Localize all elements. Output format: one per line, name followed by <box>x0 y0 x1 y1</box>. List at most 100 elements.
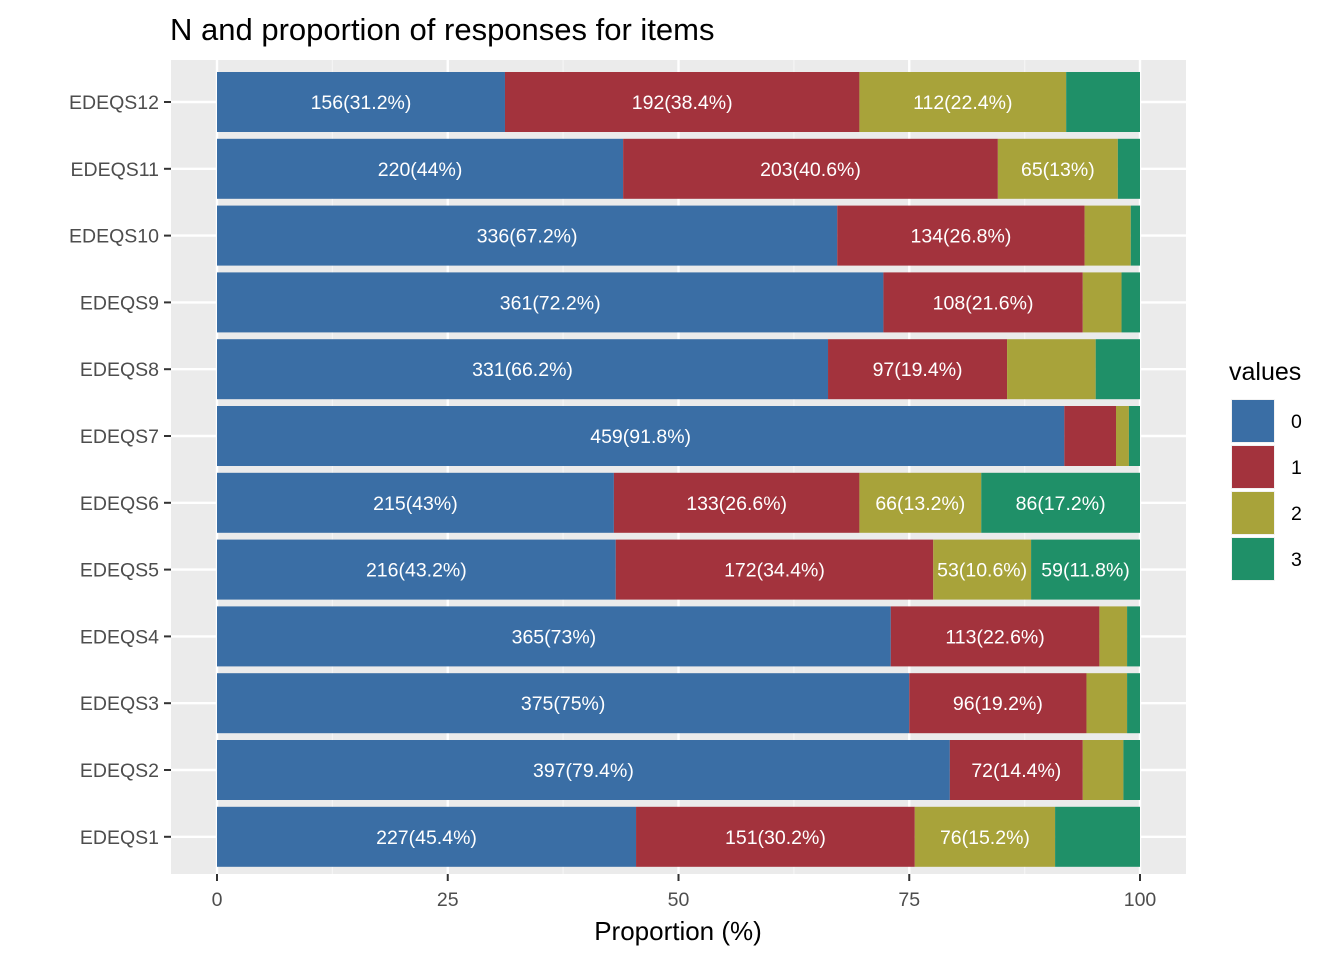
legend-key-swatch <box>1232 538 1274 580</box>
y-tick-label: EDEQS6 <box>80 493 159 515</box>
data-label: 72(14.4%) <box>971 760 1061 782</box>
bar-segment <box>615 539 934 600</box>
bar-segment <box>1121 272 1140 333</box>
bar-segment <box>890 606 1100 667</box>
bar-segment <box>1082 272 1122 333</box>
data-label: 397(79.4%) <box>533 760 634 782</box>
bar-segment <box>217 339 829 400</box>
chart-title: N and proportion of responses for items <box>170 12 715 47</box>
data-label: 215(43%) <box>373 493 458 515</box>
data-label: 66(13.2%) <box>875 493 965 515</box>
legend: values 0 1 2 3 <box>1229 358 1302 581</box>
data-label: 203(40.6%) <box>760 159 861 181</box>
legend-key-swatch <box>1232 400 1274 442</box>
bar-segment <box>613 472 860 533</box>
data-label: 227(45.4%) <box>376 827 477 849</box>
y-tick-label: EDEQS5 <box>80 560 159 582</box>
data-label: 459(91.8%) <box>590 426 691 448</box>
bar-segment <box>909 673 1087 734</box>
bar-segment <box>1117 138 1140 199</box>
data-label: 134(26.8%) <box>911 226 1012 248</box>
data-label: 112(22.4%) <box>913 92 1012 114</box>
bar-segment <box>1128 406 1140 466</box>
y-tick-label: EDEQS7 <box>80 426 159 448</box>
bar-segment <box>1084 205 1131 266</box>
legend-label: 1 <box>1291 457 1302 479</box>
data-label: 53(10.6%) <box>937 560 1027 582</box>
x-axis-title: Proportion (%) <box>594 916 762 946</box>
data-label: 113(22.6%) <box>945 626 1044 648</box>
data-label: 96(19.2%) <box>953 693 1043 715</box>
bar-segment <box>1082 740 1124 800</box>
bar-segment <box>933 539 1032 600</box>
data-label: 192(38.4%) <box>632 92 733 114</box>
bar-segment <box>828 339 1008 400</box>
y-tick-label: EDEQS4 <box>80 626 159 648</box>
legend-label: 0 <box>1291 411 1302 433</box>
bar-segment <box>1031 539 1140 600</box>
data-label: 86(17.2%) <box>1016 493 1106 515</box>
y-tick-label: EDEQS12 <box>69 92 159 114</box>
data-label: 97(19.4%) <box>873 359 963 381</box>
bar-segment <box>1095 339 1140 400</box>
bar-segment <box>217 606 891 667</box>
y-tick-label: EDEQS11 <box>70 159 159 181</box>
bar-segment <box>217 472 614 533</box>
bar-segment <box>1064 406 1117 466</box>
data-label: 361(72.2%) <box>500 292 601 314</box>
bar-segment <box>981 472 1140 533</box>
legend-key-swatch <box>1232 446 1274 488</box>
bar-segment <box>623 138 998 199</box>
bar-segment <box>504 72 860 132</box>
bar-segment <box>1007 339 1096 400</box>
bar-segment <box>217 740 950 800</box>
bar-segment <box>859 72 1067 132</box>
y-tick-label: EDEQS2 <box>80 760 159 782</box>
data-label: 375(75%) <box>521 693 606 715</box>
bars <box>217 72 1140 867</box>
bar-segment <box>1086 673 1128 734</box>
data-label: 151(30.2%) <box>725 827 826 849</box>
bar-segment <box>1055 806 1140 867</box>
bar-segment <box>1130 205 1140 266</box>
data-label: 59(11.8%) <box>1041 560 1130 582</box>
bar-segment <box>883 272 1083 333</box>
data-label: 133(26.6%) <box>686 493 787 515</box>
data-label: 365(73%) <box>512 626 597 648</box>
bar-segment <box>217 673 910 734</box>
bar-segment <box>1066 72 1140 132</box>
bar-labels: 227(45.4%) 151(30.2%) 76(15.2%) 397(79.4%) 7… <box>311 92 1130 849</box>
bar-segment <box>1099 606 1128 667</box>
bar-segment <box>914 806 1056 867</box>
y-tick-label: EDEQS8 <box>80 359 159 381</box>
bar-segment <box>217 806 637 867</box>
bar-segment <box>217 138 624 199</box>
y-axis: EDEQS1 EDEQS2 EDEQS3 EDEQS4 EDEQS5 EDEQS6 EDEQ… <box>69 92 171 849</box>
bar-segment <box>217 539 616 600</box>
x-axis: 0 25 50 75 100 <box>212 874 1157 911</box>
x-tick-label: 75 <box>898 889 920 911</box>
x-tick-label: 100 <box>1124 889 1157 911</box>
bar-segment <box>949 740 1083 800</box>
data-label: 76(15.2%) <box>940 827 1030 849</box>
bar-segment <box>217 72 505 132</box>
bar-segment <box>217 205 838 266</box>
y-tick-label: EDEQS10 <box>69 226 159 248</box>
data-label: 216(43.2%) <box>366 560 467 582</box>
bar-segment <box>636 806 915 867</box>
legend-title: values <box>1229 358 1301 386</box>
bar-segment <box>1116 406 1129 466</box>
y-tick-label: EDEQS3 <box>80 693 159 715</box>
data-label: 108(21.6%) <box>933 292 1034 314</box>
bar-segment <box>217 406 1065 466</box>
y-tick-label: EDEQS1 <box>80 827 159 849</box>
data-label: 336(67.2%) <box>477 226 578 248</box>
bar-segment <box>837 205 1085 266</box>
legend-label: 3 <box>1291 549 1302 571</box>
data-label: 331(66.2%) <box>472 359 573 381</box>
x-tick-label: 25 <box>437 889 459 911</box>
x-tick-label: 50 <box>668 889 690 911</box>
bar-segment <box>1127 673 1140 734</box>
